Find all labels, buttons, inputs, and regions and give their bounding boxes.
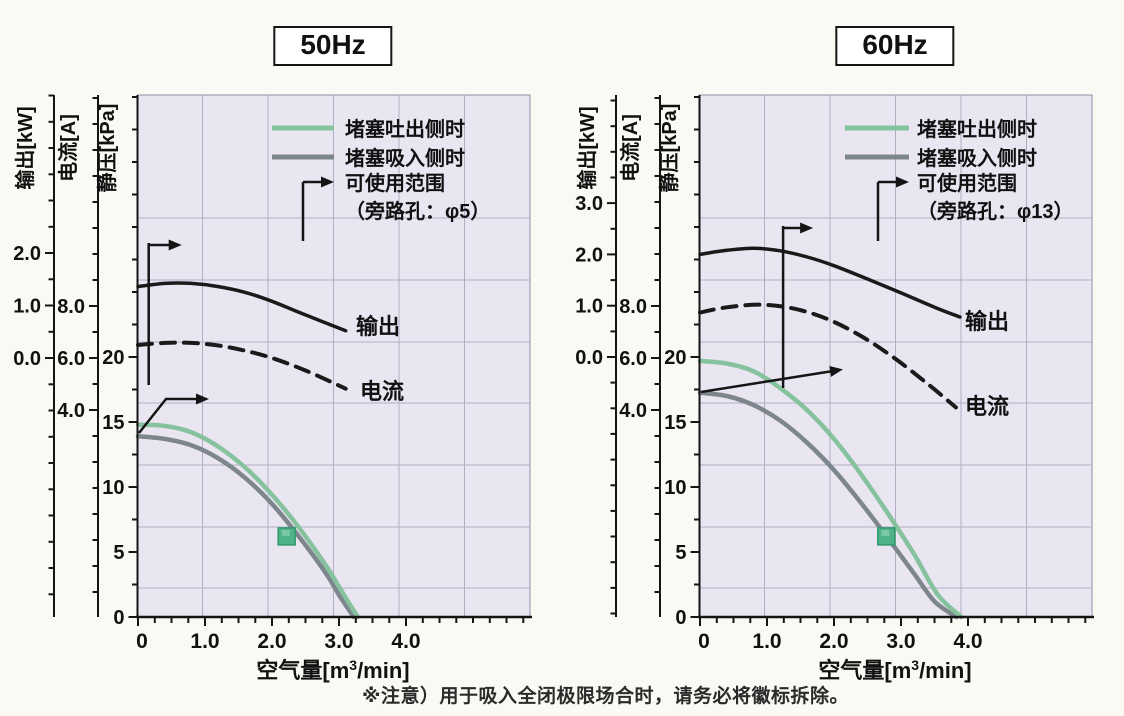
usable-range-arrows xyxy=(138,239,209,434)
legend-label-usable-range: 可使用范围 xyxy=(917,171,1017,195)
legend-usable-range-arrow-icon xyxy=(301,176,334,241)
svg-text:10: 10 xyxy=(664,477,686,499)
svg-text:4.0: 4.0 xyxy=(391,630,420,653)
svg-text:0: 0 xyxy=(136,630,148,653)
output-curve xyxy=(698,246,962,319)
chart-panel-50hz: 0.0 1.0 2.0 输出[kW] 4.0 6.0 8.0 电流[A] 0 5 10 15 20 静压[… xyxy=(13,26,532,683)
svg-text:0: 0 xyxy=(698,630,710,653)
svg-text:0: 0 xyxy=(675,607,686,629)
legend-label-discharge: 堵塞吐出侧时 xyxy=(917,117,1037,141)
x-axis: 0 1.0 2.0 3.0 4.0 空气量[m3/min] xyxy=(136,615,532,683)
legend-label-suction: 堵塞吸入侧时 xyxy=(345,146,465,170)
static-pressure-axis: 0 5 10 15 20 静压[kPa] xyxy=(657,95,701,629)
current-curve-label: 电流 xyxy=(360,379,404,404)
chart-title-60hz: 60Hz xyxy=(862,29,928,60)
svg-text:8.0: 8.0 xyxy=(57,296,85,318)
svg-text:3.0: 3.0 xyxy=(324,630,353,653)
chart-title-badge-50hz: 50Hz xyxy=(273,26,393,67)
suction-blocked-curve xyxy=(135,434,356,620)
output-curve-label: 输出 xyxy=(356,314,400,339)
svg-text:8.0: 8.0 xyxy=(619,296,647,318)
output-axis-title: 输出[kW] xyxy=(575,106,599,189)
svg-text:0.0: 0.0 xyxy=(13,348,41,370)
legend-label-bypass-hole: （旁路孔：φ5） xyxy=(345,199,490,223)
current-axis: 4.0 6.0 8.0 电流[A] xyxy=(56,95,99,617)
svg-text:1.0: 1.0 xyxy=(13,296,41,318)
svg-text:0: 0 xyxy=(113,607,124,629)
chart-svg: 0.0 1.0 2.0 3.0 输出[kW] 4.0 6.0 8.0 电流[A] 0 5 10 15 20… xyxy=(575,94,1094,683)
x-axis-title: 空气量[m3/min] xyxy=(256,657,409,683)
current-curve-label: 电流 xyxy=(965,394,1009,419)
svg-text:0.0: 0.0 xyxy=(575,347,603,369)
discharge-blocked-curve xyxy=(135,422,361,620)
legend-label-discharge: 堵塞吐出侧时 xyxy=(345,117,465,141)
svg-text:4.0: 4.0 xyxy=(57,400,85,422)
svg-text:1.0: 1.0 xyxy=(575,296,603,318)
static-pressure-axis-title: 静压[kPa] xyxy=(95,104,119,193)
current-axis-title: 电流[A] xyxy=(618,114,642,182)
svg-text:2.0: 2.0 xyxy=(819,630,848,653)
output-curve-label: 输出 xyxy=(965,309,1009,334)
svg-text:3.0: 3.0 xyxy=(886,630,915,653)
svg-text:20: 20 xyxy=(664,347,686,369)
x-axis: 0 1.0 2.0 3.0 4.0 空气量[m3/min] xyxy=(698,615,1094,683)
svg-text:20: 20 xyxy=(102,347,124,369)
svg-text:4.0: 4.0 xyxy=(953,630,982,653)
suction-blocked-curve xyxy=(697,390,959,620)
legend-usable-range-arrow-icon xyxy=(876,176,909,241)
usable-range-arrows xyxy=(700,222,843,394)
svg-text:1.0: 1.0 xyxy=(752,630,781,653)
svg-text:6.0: 6.0 xyxy=(57,348,85,370)
legend-label-suction: 堵塞吸入侧时 xyxy=(917,146,1037,170)
svg-text:4.0: 4.0 xyxy=(619,400,647,422)
current-curve xyxy=(136,340,348,391)
operating-point-marker xyxy=(277,527,296,546)
current-curve xyxy=(698,302,958,410)
svg-text:3.0: 3.0 xyxy=(575,193,603,215)
chart-panel-60hz: 0.0 1.0 2.0 3.0 输出[kW] 4.0 6.0 8.0 电流[A] 0 5 10 15 20… xyxy=(562,0,1124,716)
chart-canvas-50hz: 0.0 1.0 2.0 输出[kW] 4.0 6.0 8.0 电流[A] 0 5 10 15 20 静压[… xyxy=(13,94,532,683)
discharge-blocked-curve xyxy=(697,358,964,620)
output-curve xyxy=(136,281,348,333)
svg-text:2.0: 2.0 xyxy=(257,630,286,653)
svg-text:2.0: 2.0 xyxy=(13,243,41,265)
chart-svg: 0.0 1.0 2.0 输出[kW] 4.0 6.0 8.0 电流[A] 0 5 10 15 20 静压[… xyxy=(13,94,532,683)
chart-canvas-60hz: 0.0 1.0 2.0 3.0 输出[kW] 4.0 6.0 8.0 电流[A] 0 5 10 15 20… xyxy=(562,0,1124,716)
x-axis-title: 空气量[m3/min] xyxy=(818,657,971,683)
output-axis: 0.0 1.0 2.0 输出[kW] xyxy=(13,94,55,617)
grid-lines xyxy=(137,95,530,617)
svg-text:1.0: 1.0 xyxy=(190,630,219,653)
svg-text:15: 15 xyxy=(664,412,686,434)
svg-text:15: 15 xyxy=(102,412,124,434)
legend-label-usable-range: 可使用范围 xyxy=(345,171,445,195)
legend-label-bypass-hole: （旁路孔：φ13） xyxy=(917,199,1074,223)
static-pressure-axis-title: 静压[kPa] xyxy=(657,104,681,193)
svg-text:10: 10 xyxy=(102,477,124,499)
current-axis: 4.0 6.0 8.0 电流[A] xyxy=(618,95,661,617)
svg-text:5: 5 xyxy=(675,542,686,564)
footnote: ※注意）用于吸入全闭极限场合时，请务必将徽标拆除。 xyxy=(362,686,849,707)
chart-title-badge-60hz: 60Hz xyxy=(835,26,955,67)
operating-point-marker xyxy=(877,527,896,546)
output-axis: 0.0 1.0 2.0 3.0 输出[kW] xyxy=(575,95,617,617)
current-axis-title: 电流[A] xyxy=(56,114,80,182)
svg-text:6.0: 6.0 xyxy=(619,348,647,370)
output-axis-title: 输出[kW] xyxy=(13,106,37,189)
svg-text:5: 5 xyxy=(113,542,124,564)
chart-title-50hz: 50Hz xyxy=(300,29,366,60)
static-pressure-axis: 0 5 10 15 20 静压[kPa] xyxy=(95,95,139,629)
grid-lines xyxy=(699,95,1092,617)
svg-text:2.0: 2.0 xyxy=(575,244,603,266)
